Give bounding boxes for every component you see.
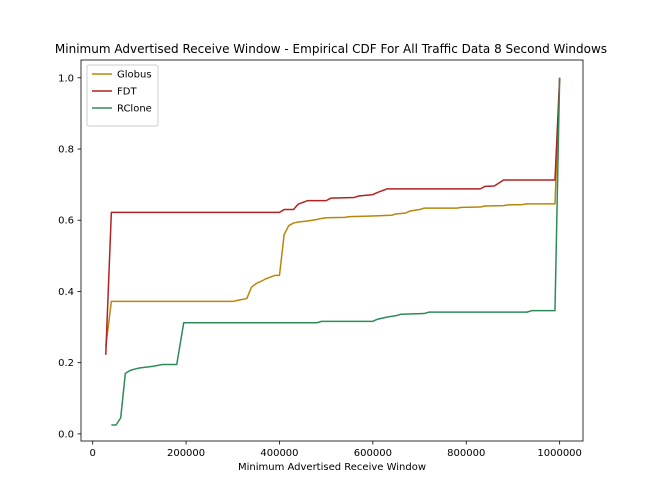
series-line-fdt bbox=[105, 77, 561, 355]
y-tick-label: 0.2 bbox=[58, 358, 74, 369]
x-tick-label: 400000 bbox=[260, 448, 298, 459]
x-tick-label: 600000 bbox=[354, 448, 392, 459]
y-tick-label: 1.0 bbox=[58, 73, 74, 84]
x-tick-label: 1000000 bbox=[537, 448, 582, 459]
y-tick-label: 0.8 bbox=[58, 145, 74, 156]
legend-box bbox=[86, 64, 159, 127]
legend: Globus FDT RClone bbox=[86, 64, 159, 127]
x-tick-label: 800000 bbox=[447, 448, 485, 459]
y-tick-label: 0.4 bbox=[58, 287, 74, 298]
y-tick-label: 0.0 bbox=[58, 429, 74, 440]
series-line-globus bbox=[105, 77, 561, 347]
y-tick-label: 0.6 bbox=[58, 216, 74, 227]
x-axis-label: Minimum Advertised Receive Window bbox=[238, 462, 426, 473]
axes-frame bbox=[80, 59, 584, 442]
x-tick-label: 0 bbox=[89, 448, 95, 459]
series-layer bbox=[105, 77, 561, 426]
legend-label-rclone: RClone bbox=[117, 104, 152, 115]
x-tick-label: 200000 bbox=[167, 448, 205, 459]
legend-label-fdt: FDT bbox=[117, 87, 137, 98]
axes-layer: 0 200000 400000 600000 800000 1000000 0.0 0.2 0.… bbox=[58, 59, 584, 459]
chart-title: Minimum Advertised Receive Window - Empi… bbox=[55, 42, 607, 56]
series-line-rclone bbox=[111, 77, 561, 426]
legend-label-globus: Globus bbox=[117, 70, 152, 81]
